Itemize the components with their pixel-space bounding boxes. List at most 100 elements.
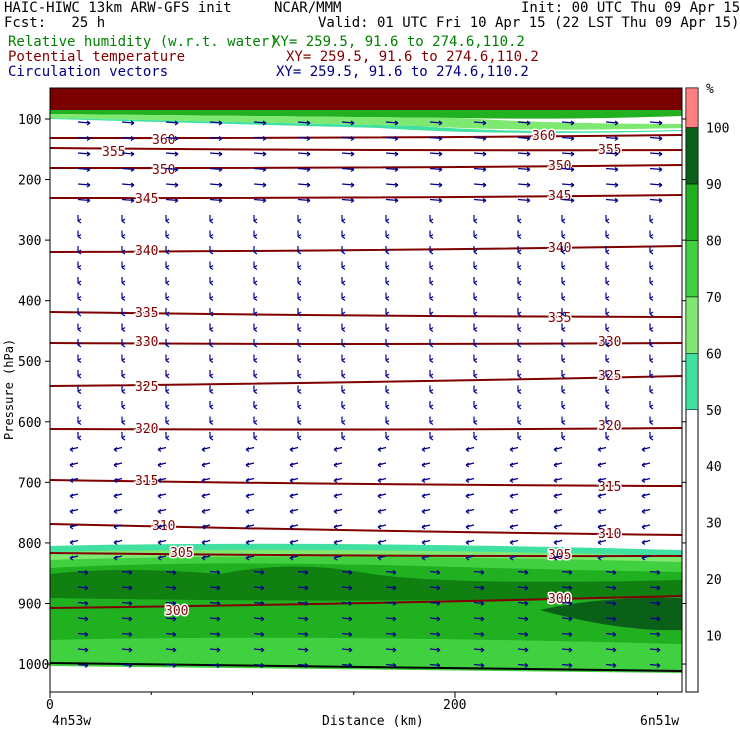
vector-arrow	[561, 120, 575, 126]
vector-arrow	[649, 323, 654, 332]
vector-arrow	[297, 663, 309, 668]
vector-arrow	[297, 151, 311, 157]
vector-arrow	[597, 462, 607, 468]
vector-arrow	[517, 215, 522, 224]
vector-arrow	[69, 493, 79, 499]
vector-arrow	[561, 151, 575, 157]
colorbar-swatch-90	[685, 127, 699, 185]
vector-arrow	[421, 539, 431, 545]
rh-band-top	[50, 88, 682, 110]
vector-arrow	[121, 277, 126, 286]
vector-arrow	[649, 601, 661, 606]
vector-arrow	[165, 416, 170, 425]
vector-arrow	[165, 401, 170, 410]
vector-arrow	[297, 323, 302, 332]
vector-arrow	[341, 370, 346, 379]
vector-arrow	[165, 432, 170, 441]
vector-arrow	[333, 446, 343, 452]
vector-arrow	[649, 385, 654, 394]
vector-arrow	[649, 370, 654, 379]
vector-arrow	[517, 292, 522, 301]
vector-arrow	[201, 477, 211, 483]
vector-arrow	[429, 167, 443, 172]
colorbar-swatch-80	[685, 183, 699, 241]
vector-arrow	[517, 385, 522, 394]
vector-arrow	[649, 354, 654, 363]
vector-arrow	[429, 323, 434, 332]
vector-field-label: Circulation vectors	[8, 64, 169, 80]
vector-arrow	[421, 555, 431, 561]
vector-arrow	[77, 151, 91, 157]
vector-arrow	[473, 570, 485, 575]
vector-arrow	[561, 339, 566, 348]
vector-arrow	[649, 167, 663, 172]
vector-arrow	[297, 601, 309, 606]
vector-arrow	[561, 354, 566, 363]
vector-arrow	[121, 632, 133, 637]
vector-arrow	[77, 647, 89, 653]
vector-arrow	[165, 151, 179, 157]
vector-arrow	[297, 230, 302, 239]
vector-arrow	[341, 120, 355, 126]
vector-arrow	[473, 632, 485, 637]
vector-arrow	[605, 416, 610, 425]
vector-arrow	[429, 401, 434, 410]
theta-label-360-left: 360	[152, 133, 175, 148]
theta-label-340-right: 340	[548, 241, 571, 256]
vector-arrow	[253, 136, 267, 141]
x-axis-label: Distance (km)	[322, 714, 424, 729]
vector-arrow	[429, 277, 434, 286]
y-tick-label-600: 600	[18, 416, 41, 431]
theta-label-330-right: 330	[598, 335, 621, 350]
vector-arrow	[113, 539, 123, 545]
vector-arrow	[605, 370, 610, 379]
vector-arrow	[253, 339, 258, 348]
vector-arrow	[245, 462, 255, 468]
header-forecast-hour: Fcst: 25 h	[4, 15, 106, 31]
vector-arrow	[385, 120, 399, 126]
vector-arrow	[605, 632, 617, 637]
vector-arrow	[649, 182, 663, 188]
vector-arrow	[121, 323, 126, 332]
vector-arrow	[421, 508, 431, 514]
vector-arrow	[165, 136, 179, 141]
vector-arrow	[209, 354, 214, 363]
vector-arrow	[69, 539, 79, 545]
theta-contour-335	[50, 311, 682, 318]
vector-arrow	[121, 416, 126, 425]
vector-arrow	[77, 385, 82, 394]
vector-arrow	[517, 323, 522, 332]
vector-arrow	[465, 539, 475, 545]
vector-arrow	[121, 136, 135, 141]
vector-arrow	[77, 570, 89, 575]
vector-arrow	[509, 508, 519, 514]
vector-arrow	[605, 339, 610, 348]
vector-arrow	[77, 182, 91, 188]
vector-arrow	[385, 215, 390, 224]
vector-arrow	[297, 616, 309, 622]
vector-arrow	[297, 370, 302, 379]
vector-arrow	[385, 616, 397, 622]
theta-contour-360	[50, 134, 682, 140]
vector-arrow	[289, 462, 299, 468]
vector-arrow	[157, 493, 167, 499]
theta-contour-330	[50, 342, 682, 345]
vector-arrow	[473, 416, 478, 425]
vector-arrow	[509, 462, 519, 468]
colorbar-swatch-70	[685, 240, 699, 298]
vector-arrow	[649, 261, 654, 270]
vector-arrow	[605, 246, 610, 255]
vector-arrow	[253, 246, 258, 255]
vector-arrow	[333, 493, 343, 499]
vector-arrow	[77, 230, 82, 239]
vector-arrow	[253, 416, 258, 425]
vector-arrow	[297, 215, 302, 224]
y-tick-label-400: 400	[18, 295, 41, 310]
vector-arrow	[297, 246, 302, 255]
vector-arrow	[201, 524, 211, 530]
vector-arrow	[289, 477, 299, 483]
vector-arrow	[597, 555, 607, 561]
vector-arrow	[605, 401, 610, 410]
vector-arrow	[517, 401, 522, 410]
vector-arrow	[473, 151, 487, 157]
